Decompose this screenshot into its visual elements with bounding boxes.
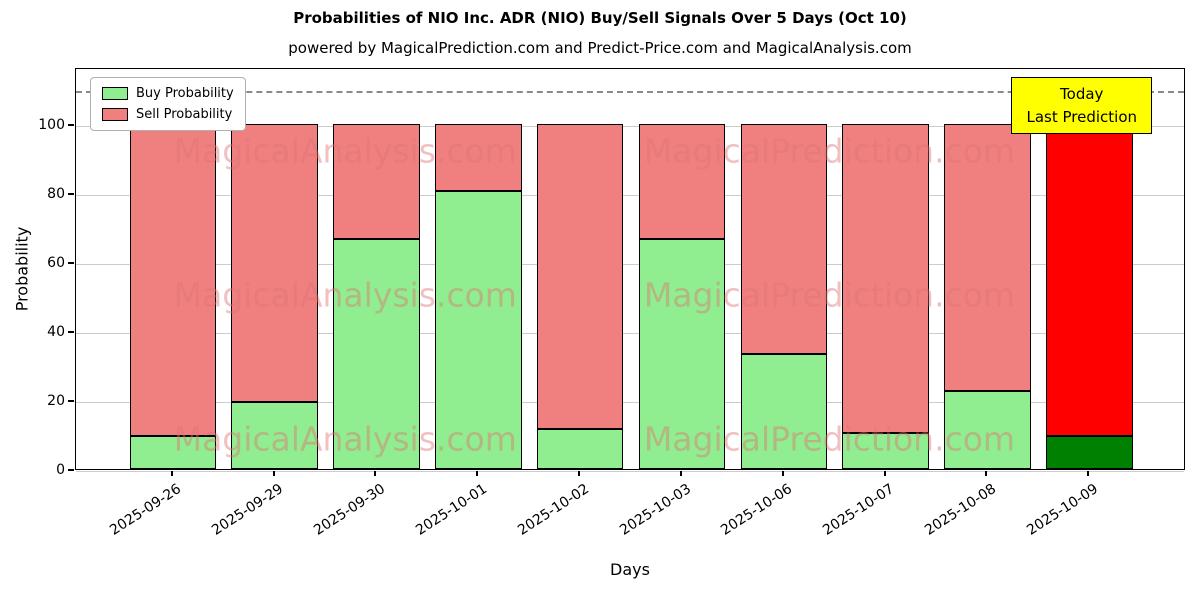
x-tick-label: 2025-10-08 [922, 481, 1000, 539]
gridline [76, 333, 1184, 334]
today-annotation: Today Last Prediction [1011, 77, 1152, 134]
chart-subtitle: powered by MagicalPrediction.com and Pre… [288, 39, 912, 57]
legend-sell-label: Sell Probability [136, 107, 233, 122]
x-tick-label: 2025-10-07 [820, 481, 898, 539]
x-tick-mark [272, 471, 275, 476]
legend-item-buy: Buy Probability [102, 86, 234, 101]
sell-bar-2025-09-30 [333, 123, 420, 239]
buy-bar-2025-10-06 [740, 354, 828, 469]
sell-bar-2025-10-07 [842, 124, 929, 433]
y-tick-label: 80 [47, 185, 65, 202]
x-tick-label: 2025-09-29 [209, 481, 287, 539]
buy-bar-2025-09-29 [231, 401, 318, 469]
x-tick-mark [985, 471, 988, 476]
buy-bar-2025-09-26 [129, 436, 217, 469]
x-tick-label: 2025-10-06 [718, 481, 796, 539]
x-tick-label: 2025-10-09 [1024, 481, 1102, 539]
y-tick-label: 60 [47, 254, 65, 271]
x-tick-mark [781, 471, 784, 476]
buy-bar-2025-10-08 [944, 391, 1031, 469]
sell-bar-2025-10-03 [638, 123, 726, 239]
y-tick-mark [68, 261, 74, 264]
y-tick-mark [68, 399, 74, 402]
plot-area: Buy Probability Sell Probability Today L… [75, 68, 1185, 472]
today-annotation-line1: Today [1060, 85, 1104, 103]
y-tick-label: 100 [38, 116, 65, 133]
threshold-dashed-line [76, 91, 1184, 94]
x-tick-label: 2025-10-01 [412, 481, 490, 539]
legend-buy-label: Buy Probability [136, 86, 234, 101]
gridline [76, 471, 1184, 472]
legend-sell-swatch [102, 108, 128, 121]
x-tick-mark [476, 471, 479, 476]
buy-bar-2025-10-09 [1046, 436, 1133, 469]
buy-bar-2025-10-02 [536, 429, 624, 469]
legend-item-sell: Sell Probability [102, 107, 234, 122]
gridline [76, 194, 1184, 196]
legend: Buy Probability Sell Probability [90, 77, 246, 131]
sell-bar-2025-10-01 [435, 123, 522, 192]
gridline [76, 402, 1184, 403]
buy-bar-2025-10-07 [842, 432, 929, 469]
sell-bar-2025-10-02 [536, 123, 624, 430]
buy-bar-2025-10-03 [638, 238, 726, 469]
x-tick-mark [374, 471, 377, 476]
sell-bar-2025-10-06 [740, 123, 828, 355]
sell-bar-2025-10-09 [1046, 123, 1133, 437]
today-annotation-line2: Last Prediction [1026, 107, 1137, 126]
buy-bar-2025-10-01 [435, 191, 522, 469]
y-tick-mark [68, 192, 74, 195]
y-tick-mark [68, 123, 74, 126]
y-tick-mark [68, 330, 74, 333]
x-tick-mark [679, 471, 682, 476]
y-tick-mark [68, 469, 74, 471]
chart-title: Probabilities of NIO Inc. ADR (NIO) Buy/… [293, 9, 907, 27]
x-tick-label: 2025-09-30 [311, 481, 389, 539]
gridline [76, 264, 1184, 265]
sell-bar-2025-09-26 [129, 123, 217, 437]
y-tick-label: 40 [47, 323, 65, 340]
buy-bar-2025-09-30 [333, 238, 420, 469]
x-tick-mark [883, 471, 886, 476]
y-tick-label: 0 [56, 462, 65, 478]
sell-bar-2025-10-08 [944, 124, 1031, 392]
x-tick-mark [170, 471, 173, 476]
sell-bar-2025-09-29 [231, 123, 318, 402]
x-tick-label: 2025-10-03 [616, 481, 694, 539]
x-axis-label: Days [610, 560, 650, 579]
gridline [76, 125, 1184, 127]
x-tick-mark [1087, 471, 1090, 476]
x-tick-label: 2025-10-02 [514, 481, 592, 539]
x-tick-label: 2025-09-26 [107, 481, 185, 539]
legend-buy-swatch [102, 87, 128, 100]
y-tick-label: 20 [47, 392, 65, 409]
x-tick-mark [578, 471, 581, 476]
